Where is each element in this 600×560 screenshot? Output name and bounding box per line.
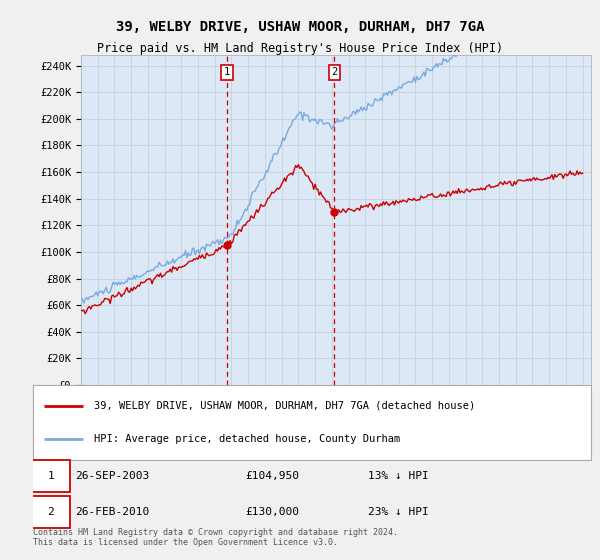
Text: 1: 1 [224, 67, 230, 77]
Text: 13% ↓ HPI: 13% ↓ HPI [368, 471, 428, 481]
Text: 26-FEB-2010: 26-FEB-2010 [75, 507, 149, 517]
Text: 2: 2 [47, 507, 54, 517]
FancyBboxPatch shape [32, 496, 70, 528]
Text: HPI: Average price, detached house, County Durham: HPI: Average price, detached house, Coun… [94, 434, 401, 444]
Text: £104,950: £104,950 [245, 471, 299, 481]
Text: Contains HM Land Registry data © Crown copyright and database right 2024.
This d: Contains HM Land Registry data © Crown c… [33, 528, 398, 547]
FancyBboxPatch shape [33, 385, 591, 460]
Text: Price paid vs. HM Land Registry's House Price Index (HPI): Price paid vs. HM Land Registry's House … [97, 42, 503, 55]
Text: 23% ↓ HPI: 23% ↓ HPI [368, 507, 428, 517]
Text: 1: 1 [47, 471, 54, 481]
Text: 39, WELBY DRIVE, USHAW MOOR, DURHAM, DH7 7GA (detached house): 39, WELBY DRIVE, USHAW MOOR, DURHAM, DH7… [94, 401, 476, 411]
FancyBboxPatch shape [32, 460, 70, 492]
Text: 26-SEP-2003: 26-SEP-2003 [75, 471, 149, 481]
Text: 2: 2 [331, 67, 337, 77]
Text: £130,000: £130,000 [245, 507, 299, 517]
Text: 39, WELBY DRIVE, USHAW MOOR, DURHAM, DH7 7GA: 39, WELBY DRIVE, USHAW MOOR, DURHAM, DH7… [116, 20, 484, 34]
